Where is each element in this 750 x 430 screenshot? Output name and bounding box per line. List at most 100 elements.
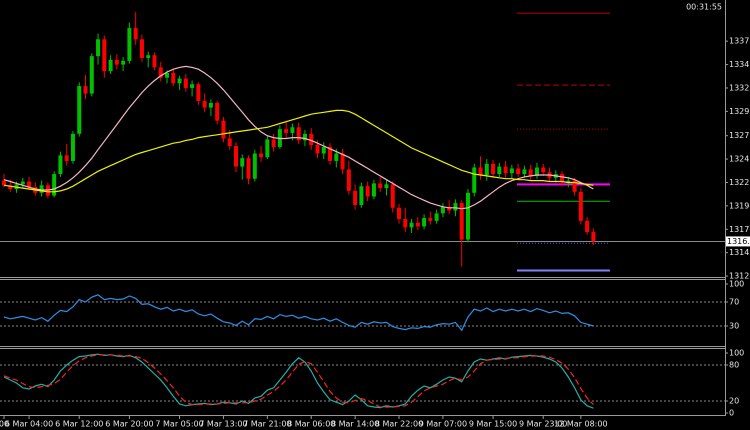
candle-body bbox=[227, 138, 232, 146]
indicator-line bbox=[3, 109, 594, 193]
y-tick-label: 0 bbox=[729, 409, 734, 418]
candle-body bbox=[334, 153, 339, 161]
candle-body bbox=[390, 184, 395, 208]
candle-body bbox=[560, 174, 565, 183]
candle-body bbox=[478, 167, 483, 175]
candle-body bbox=[2, 180, 6, 186]
y-tick-label: 70 bbox=[729, 298, 739, 307]
x-tick-label: 8 Mar 22:00 bbox=[375, 420, 423, 429]
indicator-line bbox=[3, 294, 594, 332]
candle-body bbox=[133, 28, 138, 40]
candle-body bbox=[403, 218, 408, 228]
candle-body bbox=[165, 72, 170, 78]
candle-body bbox=[20, 181, 25, 185]
candle-body bbox=[447, 206, 452, 211]
candle-body bbox=[290, 127, 295, 133]
candle-body bbox=[77, 86, 82, 134]
candle-body bbox=[208, 102, 213, 108]
y-tick-label: 1332.4 bbox=[729, 83, 750, 92]
candle-body bbox=[453, 203, 458, 211]
candle-body bbox=[384, 184, 389, 189]
x-tick-label: 6 Mar 20:00 bbox=[105, 420, 153, 429]
candle-body bbox=[365, 186, 370, 197]
clock: 00:31:55 bbox=[686, 3, 722, 12]
x-tick-label: 8 Mar 06:00 bbox=[287, 420, 335, 429]
x-tick-label: 8 Mar 14:00 bbox=[331, 420, 379, 429]
candle-body bbox=[284, 129, 289, 133]
candle-body bbox=[83, 86, 88, 94]
candle-body bbox=[108, 59, 113, 72]
candle-body bbox=[328, 146, 333, 161]
x-tick-label: 6 Mar 04:00 bbox=[5, 420, 53, 429]
candle-body bbox=[58, 155, 63, 175]
candle-body bbox=[353, 190, 358, 205]
candle-body bbox=[70, 133, 75, 161]
candle-body bbox=[196, 84, 201, 102]
x-tick-label: 7 Mar 13:00 bbox=[199, 420, 247, 429]
y-tick-label: 1322.3 bbox=[729, 178, 750, 187]
candle-body bbox=[8, 185, 13, 190]
x-tick-label: 9 Mar 07:00 bbox=[419, 420, 467, 429]
candle-body bbox=[509, 168, 514, 174]
y-tick-label: 20 bbox=[729, 397, 739, 406]
candle-body bbox=[516, 168, 521, 175]
candle-body bbox=[346, 169, 351, 191]
y-tick-label: 1317.3 bbox=[729, 225, 750, 234]
candle-body bbox=[271, 139, 276, 147]
candle-body bbox=[440, 206, 445, 214]
x-tick-label: 12 Mar 08:00 bbox=[554, 420, 607, 429]
candle-body bbox=[64, 155, 69, 161]
candle-body bbox=[541, 167, 546, 173]
y-tick-label: 1334.9 bbox=[729, 60, 750, 69]
candle-body bbox=[491, 163, 496, 175]
candle-body bbox=[190, 84, 195, 88]
candle-body bbox=[152, 55, 157, 68]
candle-body bbox=[302, 133, 307, 141]
x-tick-label: 00 bbox=[0, 420, 9, 429]
candle-body bbox=[321, 146, 326, 154]
candle-body bbox=[246, 158, 251, 179]
candle-body bbox=[171, 72, 176, 84]
candle-body bbox=[259, 153, 264, 158]
candle-body bbox=[340, 153, 345, 170]
x-tick-label: 7 Mar 05:00 bbox=[155, 420, 203, 429]
y-tick-label: 1329.9 bbox=[729, 107, 750, 116]
candle-body bbox=[309, 133, 314, 146]
price-label-box bbox=[726, 236, 750, 247]
candle-body bbox=[459, 203, 464, 240]
candle-body bbox=[221, 120, 226, 139]
candle-body bbox=[114, 59, 119, 65]
candle-body bbox=[522, 169, 527, 175]
candle-body bbox=[378, 183, 383, 189]
candle-body bbox=[359, 186, 364, 205]
y-tick-label: 80 bbox=[729, 361, 739, 370]
y-tick-label: 1327.3 bbox=[729, 131, 750, 140]
y-tick-label: 1314.8 bbox=[729, 248, 750, 257]
x-tick-label: 7 Mar 21:00 bbox=[243, 420, 291, 429]
candle-body bbox=[434, 213, 439, 221]
candle-body bbox=[39, 185, 44, 193]
candle-body bbox=[158, 67, 163, 78]
candle-body bbox=[585, 220, 590, 233]
candle-body bbox=[52, 174, 57, 196]
candle-body bbox=[497, 166, 502, 175]
candle-body bbox=[503, 166, 508, 174]
y-tick-label: 100 bbox=[729, 280, 744, 289]
candle-body bbox=[472, 167, 477, 193]
candle-body bbox=[415, 222, 420, 227]
candle-body bbox=[265, 139, 270, 158]
y-tick-label: 100 bbox=[729, 349, 744, 358]
candle-body bbox=[146, 55, 151, 59]
candle-body bbox=[528, 169, 533, 176]
price-label: 1316.0 bbox=[727, 237, 750, 246]
candle-body bbox=[428, 218, 433, 221]
candle-body bbox=[139, 39, 144, 59]
candle-body bbox=[121, 60, 126, 65]
candle-body bbox=[465, 192, 470, 240]
x-tick-label: 9 Mar 23:00 bbox=[519, 420, 567, 429]
x-tick-label: 6 Mar 12:00 bbox=[55, 420, 103, 429]
y-tick-label: 1312.3 bbox=[729, 272, 750, 281]
y-tick-label: 1319.8 bbox=[729, 201, 750, 210]
